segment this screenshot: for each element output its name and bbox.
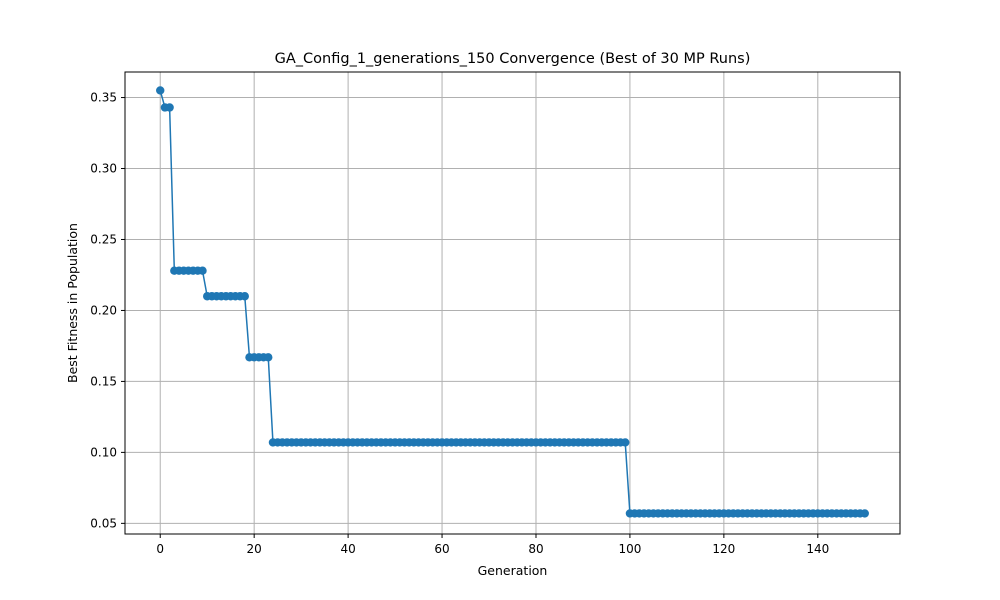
plot-area — [125, 72, 900, 534]
x-tick-label: 20 — [247, 542, 262, 556]
x-axis: 0 20 40 60 80 100 120 140 — [156, 534, 829, 556]
y-tick-label: 0.20 — [90, 303, 117, 317]
x-tick-label: 0 — [156, 542, 164, 556]
x-tick-label: 60 — [434, 542, 449, 556]
y-tick-label: 0.30 — [90, 162, 117, 176]
plot-frame — [124, 71, 901, 535]
x-axis-label: Generation — [478, 563, 548, 578]
x-tick-label: 120 — [712, 542, 735, 556]
x-tick-label: 80 — [528, 542, 543, 556]
x-tick-label: 100 — [618, 542, 641, 556]
data-point — [240, 292, 249, 301]
data-point — [621, 438, 630, 447]
y-tick-label: 0.15 — [90, 374, 117, 388]
y-tick-label: 0.25 — [90, 232, 117, 246]
y-tick-label: 0.05 — [90, 516, 117, 530]
data-point — [264, 353, 273, 362]
y-tick-label: 0.35 — [90, 91, 117, 105]
data-point — [860, 509, 869, 518]
y-axis: 0.05 0.10 0.15 0.20 0.25 0.30 0.35 — [90, 91, 125, 530]
data-point — [165, 103, 174, 112]
data-point — [198, 266, 207, 275]
series-layer — [156, 86, 869, 518]
y-axis-label: Best Fitness in Population — [65, 223, 80, 383]
y-tick-label: 0.10 — [90, 445, 117, 459]
x-tick-label: 40 — [340, 542, 355, 556]
data-point — [156, 86, 165, 95]
chart-title: GA_Config_1_generations_150 Convergence … — [275, 51, 751, 67]
grid — [125, 72, 900, 534]
x-tick-label: 140 — [806, 542, 829, 556]
